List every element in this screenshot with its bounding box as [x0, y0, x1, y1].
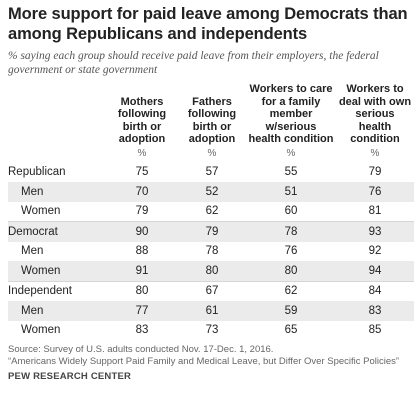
column-header: Mothers following birth or adoption [117, 95, 167, 146]
data-cell: 84 [336, 280, 414, 301]
data-cell: 78 [205, 245, 219, 258]
data-cell: 62 [205, 205, 219, 218]
row-label: Men [8, 301, 106, 321]
unit-spacer [8, 147, 106, 163]
data-cell: 79 [135, 205, 149, 218]
data-cell: 76 [284, 245, 298, 258]
table-row: Women 83 73 65 85 [8, 321, 414, 341]
data-cell: 85 [368, 324, 382, 337]
table-row: Women 79 62 60 81 [8, 202, 414, 222]
row-label: Women [21, 324, 61, 337]
data-cell: 79 [178, 221, 246, 242]
unit-label: % [137, 148, 147, 159]
header-row: Mothers following birth or adoption Fath… [8, 81, 414, 147]
data-cell: 59 [246, 301, 336, 321]
chart-subtitle: % saying each group should receive paid … [8, 50, 379, 76]
row-label: Men [21, 245, 44, 258]
data-cell: 88 [135, 245, 149, 258]
data-cell: 60 [284, 205, 298, 218]
data-cell: 62 [246, 280, 336, 301]
data-cell: 94 [336, 261, 414, 281]
data-cell: 70 [106, 182, 178, 202]
table-row: Republican 75 57 55 79 [8, 163, 414, 183]
data-cell: 73 [205, 324, 219, 337]
row-label: Women [8, 261, 106, 281]
data-cell: 52 [178, 182, 246, 202]
row-label: Independent [8, 280, 106, 301]
data-cell: 61 [178, 301, 246, 321]
data-cell: 90 [106, 221, 178, 242]
source-note: Source: Survey of U.S. adults conducted … [8, 344, 414, 367]
row-label-header [8, 81, 106, 147]
unit-label: % [286, 148, 296, 159]
data-cell: 57 [205, 166, 219, 179]
row-label: Democrat [8, 221, 106, 242]
column-header: Workers to care for a family member w/se… [248, 83, 334, 145]
row-label: Republican [8, 166, 66, 179]
data-cell: 65 [284, 324, 298, 337]
column-header: Workers to deal with own serious health … [338, 83, 412, 145]
data-cell: 51 [246, 182, 336, 202]
row-label: Men [8, 182, 106, 202]
unit-label: % [370, 148, 380, 159]
data-cell: 77 [106, 301, 178, 321]
chart-page: More support for paid leave among Democr… [8, 4, 414, 382]
data-cell: 75 [135, 166, 149, 179]
source-line: Source: Survey of U.S. adults conducted … [8, 344, 274, 355]
table-row: Independent 80 67 62 84 [8, 280, 414, 301]
data-cell: 81 [368, 205, 382, 218]
chart-title: More support for paid leave among Democr… [8, 5, 408, 43]
data-cell: 83 [135, 324, 149, 337]
org-name: PEW RESEARCH CENTER [8, 371, 132, 382]
table-row: Men 88 78 76 92 [8, 242, 414, 262]
data-cell: 80 [178, 261, 246, 281]
data-cell: 83 [336, 301, 414, 321]
unit-label: % [207, 148, 217, 159]
column-header: Fathers following birth or adoption [187, 95, 237, 146]
row-label: Women [21, 205, 61, 218]
data-cell: 92 [368, 245, 382, 258]
data-cell: 80 [106, 280, 178, 301]
unit-row: % % % % [8, 147, 414, 163]
table-row: Men 77 61 59 83 [8, 301, 414, 321]
data-cell: 91 [106, 261, 178, 281]
data-cell: 67 [178, 280, 246, 301]
source-line: “Americans Widely Support Paid Family an… [8, 355, 400, 367]
data-cell: 55 [284, 166, 298, 179]
data-cell: 76 [336, 182, 414, 202]
table-row: Democrat 90 79 78 93 [8, 221, 414, 242]
table-row: Men 70 52 51 76 [8, 182, 414, 202]
table-row: Women 91 80 80 94 [8, 261, 414, 281]
table-body: Republican 75 57 55 79 Men 70 52 51 76 Women 79 62 60… [8, 163, 414, 341]
data-cell: 80 [246, 261, 336, 281]
data-cell: 78 [246, 221, 336, 242]
data-table: Mothers following birth or adoption Fath… [8, 81, 414, 340]
data-cell: 79 [368, 166, 382, 179]
data-cell: 93 [336, 221, 414, 242]
